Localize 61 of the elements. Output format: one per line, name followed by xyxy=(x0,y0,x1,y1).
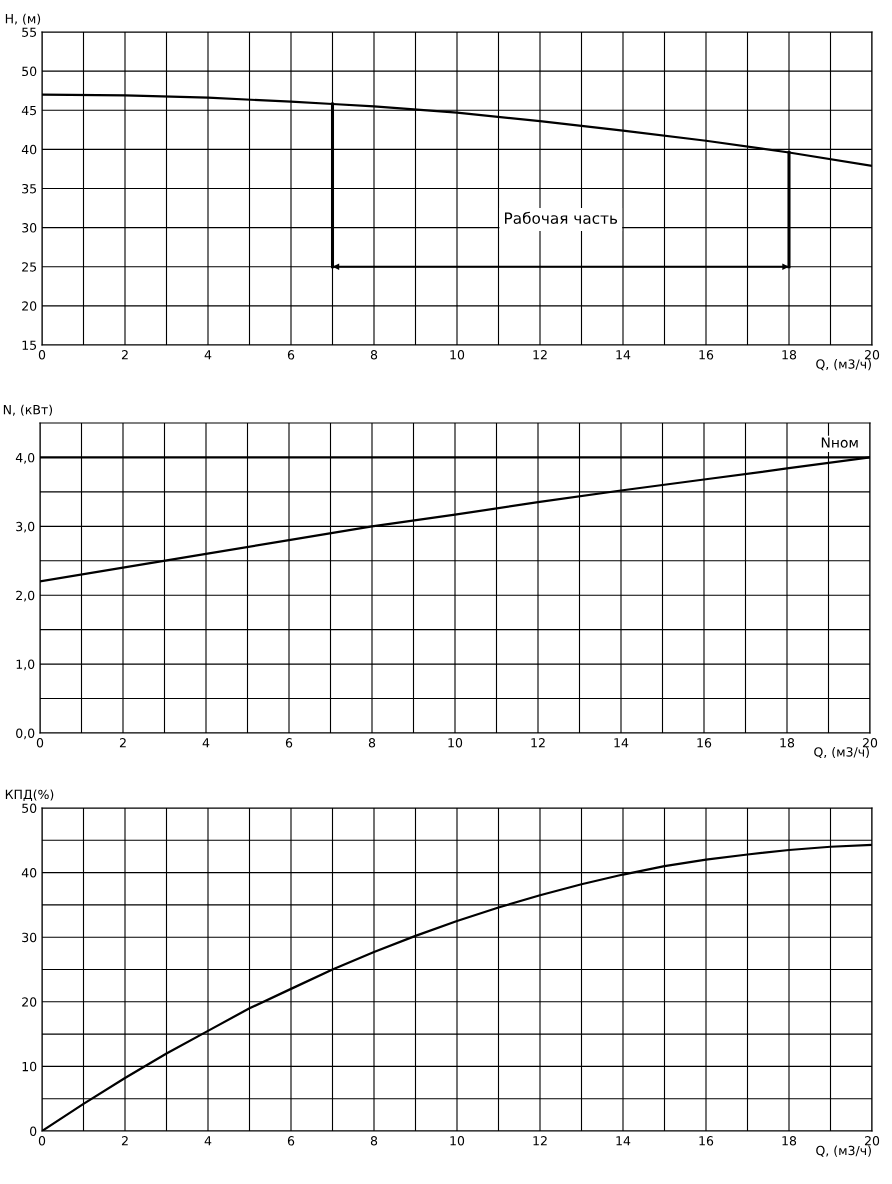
y-tick-label: 30 xyxy=(22,932,37,943)
x-tick-label: 14 xyxy=(614,738,629,748)
y-axis-title: H, (м) xyxy=(5,13,41,25)
x-tick-label: 4 xyxy=(204,1136,212,1146)
y-tick-label: 20 xyxy=(22,301,37,311)
x-tick-label: 4 xyxy=(202,738,210,748)
x-tick-label: 8 xyxy=(370,350,378,360)
x-tick-label: 18 xyxy=(782,350,797,360)
x-tick-label: 0 xyxy=(36,738,44,748)
x-tick-label: 16 xyxy=(699,350,714,360)
x-tick-label: 8 xyxy=(370,1136,378,1146)
x-tick-label: 10 xyxy=(450,1136,465,1146)
x-tick-label: 14 xyxy=(616,1136,631,1146)
x-tick-label: 6 xyxy=(287,350,295,360)
x-tick-label: 10 xyxy=(450,350,465,360)
x-tick-label: 12 xyxy=(533,350,547,360)
y-tick-label: 1,0 xyxy=(16,659,35,671)
x-tick-label: 0 xyxy=(38,1136,46,1146)
y-tick-label: 50 xyxy=(22,803,37,813)
y-tick-label: 3,0 xyxy=(16,521,35,533)
x-tick-label: 20 xyxy=(864,350,880,360)
y-tick-label: 25 xyxy=(22,262,37,272)
x-tick-label: 14 xyxy=(616,350,631,360)
y-tick-label: 30 xyxy=(22,223,37,233)
x-axis-title: Q, (м3/ч) xyxy=(814,746,869,759)
x-tick-label: 20 xyxy=(862,738,878,748)
x-tick-label: 8 xyxy=(368,738,376,748)
annotation: Рабочая часть xyxy=(505,211,618,224)
x-tick-label: 2 xyxy=(121,350,128,360)
x-axis-title: Q, (м3/ч) xyxy=(816,359,871,371)
x-tick-label: 20 xyxy=(864,1136,880,1146)
y-axis-title: N, (кВт) xyxy=(3,404,53,416)
y-tick-label: 45 xyxy=(21,105,37,116)
x-tick-label: 12 xyxy=(531,738,545,748)
y-axis-title: КПД(%) xyxy=(5,789,54,801)
x-tick-label: 16 xyxy=(697,738,712,748)
y-tick-label: 40 xyxy=(21,868,37,878)
y-tick-label: 50 xyxy=(22,66,37,77)
y-tick-label: 35 xyxy=(22,183,37,194)
x-tick-label: 12 xyxy=(533,1136,547,1146)
y-tick-label: 10 xyxy=(22,1061,37,1072)
y-tick-label: 0 xyxy=(30,1126,37,1136)
y-tick-label: 2,0 xyxy=(16,590,35,602)
x-tick-label: 16 xyxy=(699,1136,714,1146)
y-tick-label: 40 xyxy=(21,144,37,155)
x-tick-label: 6 xyxy=(287,1136,295,1146)
x-tick-label: 6 xyxy=(285,738,293,748)
x-tick-label: 2 xyxy=(121,1136,128,1146)
x-tick-label: 18 xyxy=(782,1136,797,1146)
y-tick-label: 4,0 xyxy=(15,452,35,464)
x-tick-label: 18 xyxy=(780,738,795,748)
y-tick-label: 15 xyxy=(22,340,37,350)
y-tick-label: 20 xyxy=(22,997,37,1007)
ref-line-label: Nном xyxy=(821,437,858,448)
x-tick-label: 0 xyxy=(38,350,46,360)
x-tick-label: 4 xyxy=(204,350,212,360)
y-tick-label: 55 xyxy=(22,27,37,37)
x-axis-title: Q, (м3/ч) xyxy=(816,1145,871,1157)
x-tick-label: 10 xyxy=(448,738,463,748)
y-tick-label: 0,0 xyxy=(16,728,35,740)
x-tick-label: 2 xyxy=(119,738,126,748)
